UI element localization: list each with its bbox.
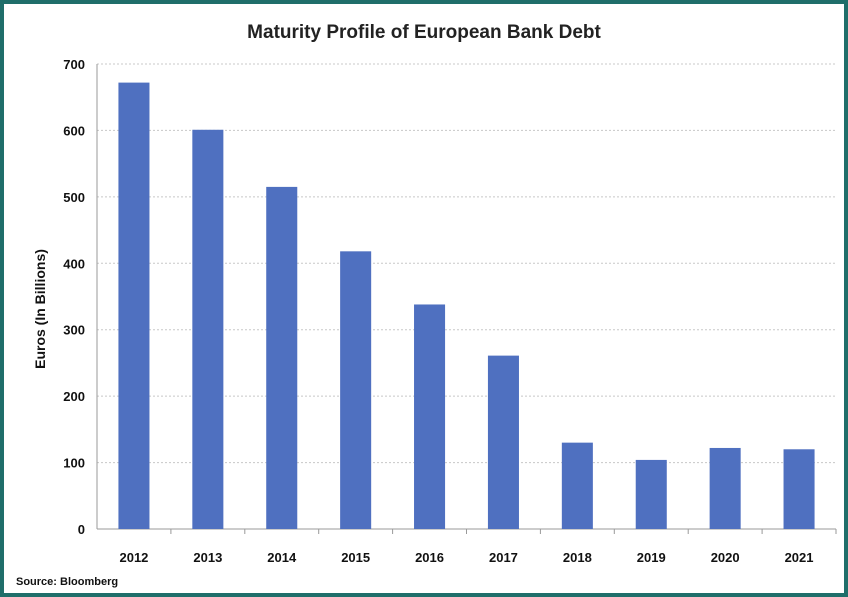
bar	[783, 449, 815, 529]
bar	[192, 129, 224, 529]
bar	[340, 251, 372, 530]
x-tick-label: 2020	[711, 550, 740, 565]
x-tick-label: 2015	[341, 550, 370, 565]
y-tick-label: 200	[63, 389, 85, 404]
bar	[414, 304, 446, 529]
x-tick-label: 2016	[415, 550, 444, 565]
bar	[266, 186, 298, 529]
bar	[118, 82, 150, 529]
bar	[709, 447, 741, 529]
y-tick-label: 400	[63, 256, 85, 271]
x-tick-label: 2012	[119, 550, 148, 565]
x-tick-label: 2018	[563, 550, 592, 565]
y-tick-label: 700	[63, 57, 85, 72]
y-tick-label: 300	[63, 323, 85, 338]
y-tick-label: 500	[63, 190, 85, 205]
y-tick-label: 600	[63, 123, 85, 138]
bar	[561, 442, 593, 529]
chart-title: Maturity Profile of European Bank Debt	[247, 22, 601, 43]
bar	[635, 459, 667, 529]
x-tick-label: 2017	[489, 550, 518, 565]
x-tick-label: 2021	[785, 550, 814, 565]
x-tick-label: 2019	[637, 550, 666, 565]
x-tick-label: 2013	[193, 550, 222, 565]
y-tick-label: 100	[63, 456, 85, 471]
source-note: Source: Bloomberg	[16, 576, 119, 588]
bar-chart: 0 100 200 300 400 500 600 700 2012 2013 2014 2015 20…	[63, 57, 837, 565]
x-tick-label: 2014	[267, 550, 297, 565]
bar	[487, 355, 519, 529]
y-tick-label: 0	[78, 522, 85, 537]
